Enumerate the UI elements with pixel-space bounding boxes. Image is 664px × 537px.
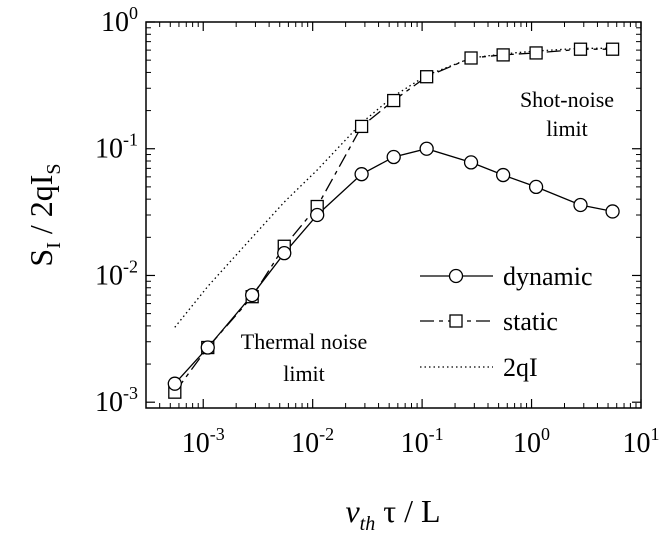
point-dynamic	[463, 155, 479, 170]
y-tick-base: 10	[95, 387, 123, 418]
point-static	[387, 93, 401, 108]
x-axis-title: vth τ / L	[345, 493, 440, 535]
y-axis-i-sub: S	[43, 163, 65, 174]
x-axis-v-sub: th	[360, 513, 376, 535]
y-tick-label: 10-1	[95, 130, 138, 165]
point-dynamic	[310, 207, 325, 223]
y-tick-label: 100	[101, 3, 138, 38]
y-tick-exp: -1	[123, 130, 138, 150]
legend-label-static: static	[503, 307, 558, 336]
thermal-noise-annotation-line1: Thermal noise	[241, 329, 367, 354]
legend: dynamic static 2qI	[420, 262, 593, 382]
x-tick-base: 10	[182, 428, 210, 459]
legend-marker-static	[449, 314, 463, 328]
x-tick-exp: 1	[651, 424, 660, 444]
y-tick-label: 10-3	[95, 383, 138, 418]
point-dynamic	[200, 340, 215, 355]
legend-label-dynamic: dynamic	[503, 262, 593, 291]
x-tick-label: 10-3	[182, 424, 225, 459]
y-tick-label: 10-2	[95, 256, 138, 291]
point-dynamic	[386, 149, 401, 165]
y-tick-exp: -2	[123, 256, 138, 276]
point-dynamic	[419, 141, 434, 156]
shot-noise-annotation-line2: limit	[546, 116, 588, 141]
x-tick-base: 10	[401, 428, 429, 459]
x-tick-exp: -2	[319, 424, 334, 444]
y-tick-base: 10	[101, 7, 129, 38]
point-static	[605, 42, 620, 56]
legend-label-2qI: 2qI	[503, 353, 538, 382]
point-dynamic	[573, 197, 588, 213]
x-tick-label: 100	[513, 424, 550, 459]
point-static	[354, 119, 369, 134]
point-dynamic	[277, 246, 292, 261]
point-static	[419, 70, 434, 84]
point-dynamic	[528, 179, 544, 195]
point-static	[529, 46, 543, 60]
point-static	[496, 48, 510, 62]
y-tick-exp: 0	[129, 3, 138, 23]
y-tick-exp: -3	[123, 383, 138, 403]
point-static	[573, 42, 588, 56]
thermal-noise-annotation-line2: limit	[283, 361, 325, 386]
x-tick-exp: -3	[210, 424, 225, 444]
x-tick-base: 10	[623, 428, 651, 459]
y-axis-title: SI / 2qIS	[23, 163, 65, 266]
point-dynamic	[495, 167, 511, 183]
x-axis-v: v	[345, 493, 360, 529]
x-tick-exp: 0	[541, 424, 550, 444]
x-tick-label: 101	[623, 424, 660, 459]
y-tick-base: 10	[95, 260, 123, 291]
point-static	[464, 51, 478, 65]
shot-noise-annotation-line1: Shot-noise	[520, 87, 614, 112]
x-tick-label: 10-1	[401, 424, 444, 459]
point-dynamic	[245, 287, 260, 303]
point-dynamic	[167, 376, 182, 391]
x-tick-exp: -1	[429, 424, 444, 444]
y-axis-s: S	[23, 249, 59, 267]
x-tick-base: 10	[291, 428, 319, 459]
plot-frame	[145, 21, 642, 409]
x-axis-rest: τ / L	[375, 493, 440, 529]
y-axis-s-sub: I	[43, 242, 65, 249]
y-tick-base: 10	[95, 134, 123, 165]
x-tick-label: 10-2	[291, 424, 334, 459]
legend-marker-dynamic	[448, 268, 464, 284]
x-tick-base: 10	[513, 428, 541, 459]
point-dynamic	[354, 167, 369, 182]
point-dynamic	[605, 204, 620, 219]
y-axis-mid: / 2qI	[23, 175, 59, 243]
